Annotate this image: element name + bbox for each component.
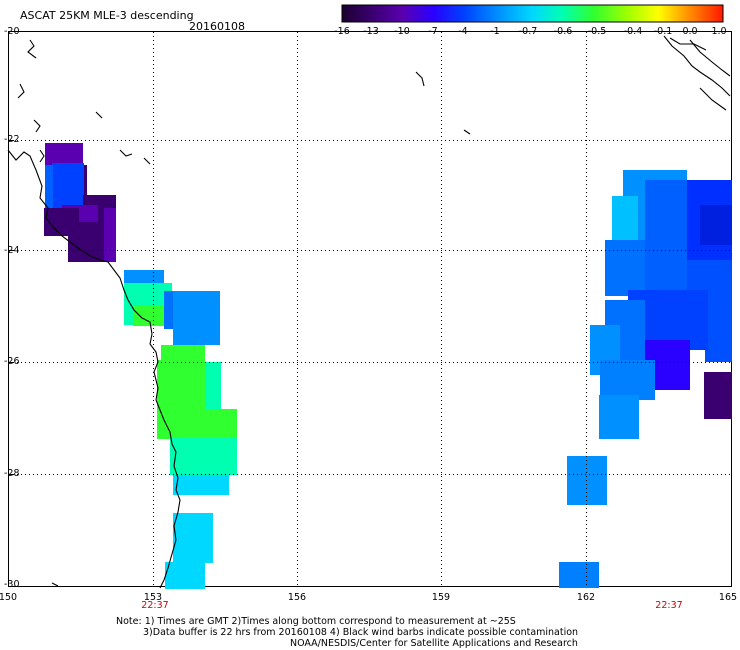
lon-label: 162 (576, 592, 596, 603)
lon-label: 156 (287, 592, 307, 603)
lat-label: -24 (4, 245, 20, 256)
colorbar-label: -0.1 (653, 26, 673, 37)
map-title: ASCAT 25KM MLE-3 descending (20, 9, 194, 22)
lat-label: -26 (4, 356, 20, 367)
coastline (7, 35, 731, 589)
data-pixels-west (44, 143, 237, 589)
colorbar-label: -0.4 (623, 26, 643, 37)
note-line-1: Note: 1) Times are GMT 2)Times along bot… (116, 616, 516, 627)
colorbar-label: -0.6 (553, 26, 573, 37)
axis-ticks (9, 140, 14, 475)
colorbar-label: -10 (394, 26, 410, 37)
colorbar-label: -1 (490, 26, 500, 37)
lon-label: 150 (0, 592, 18, 603)
map-grid (9, 32, 731, 586)
data-pixels-east (559, 170, 732, 588)
lon-label: 165 (718, 592, 738, 603)
colorbar-gradient (341, 4, 724, 23)
map-date: 20160108 (189, 20, 245, 33)
colorbar-label: -0.5 (587, 26, 607, 37)
lat-label: -28 (4, 468, 20, 479)
note-line-3: NOAA/NESDIS/Center for Satellite Applica… (290, 638, 578, 649)
lat-label: -20 (4, 26, 20, 37)
colorbar-label: -0.7 (518, 26, 538, 37)
colorbar (341, 4, 724, 23)
lat-label: -22 (4, 134, 20, 145)
lat-label: -30 (4, 579, 20, 590)
colorbar-labels: -16 -13 -10 -7 -4 -1 -0.7 -0.6 -0.5 -0.4… (334, 26, 728, 38)
time-label: 22:37 (655, 600, 683, 611)
lon-label: 159 (431, 592, 451, 603)
colorbar-label: -7 (428, 26, 438, 37)
note-line-2: 3)Data buffer is 22 hrs from 20160108 4)… (143, 627, 579, 638)
colorbar-label: 1.0 (711, 26, 727, 37)
colorbar-label: -16 (334, 26, 350, 37)
colorbar-label: -4 (458, 26, 468, 37)
time-label: 22:37 (141, 600, 169, 611)
colorbar-label: -13 (363, 26, 379, 37)
colorbar-label: 0.0 (682, 26, 698, 37)
lon-label: 153 (143, 592, 163, 603)
